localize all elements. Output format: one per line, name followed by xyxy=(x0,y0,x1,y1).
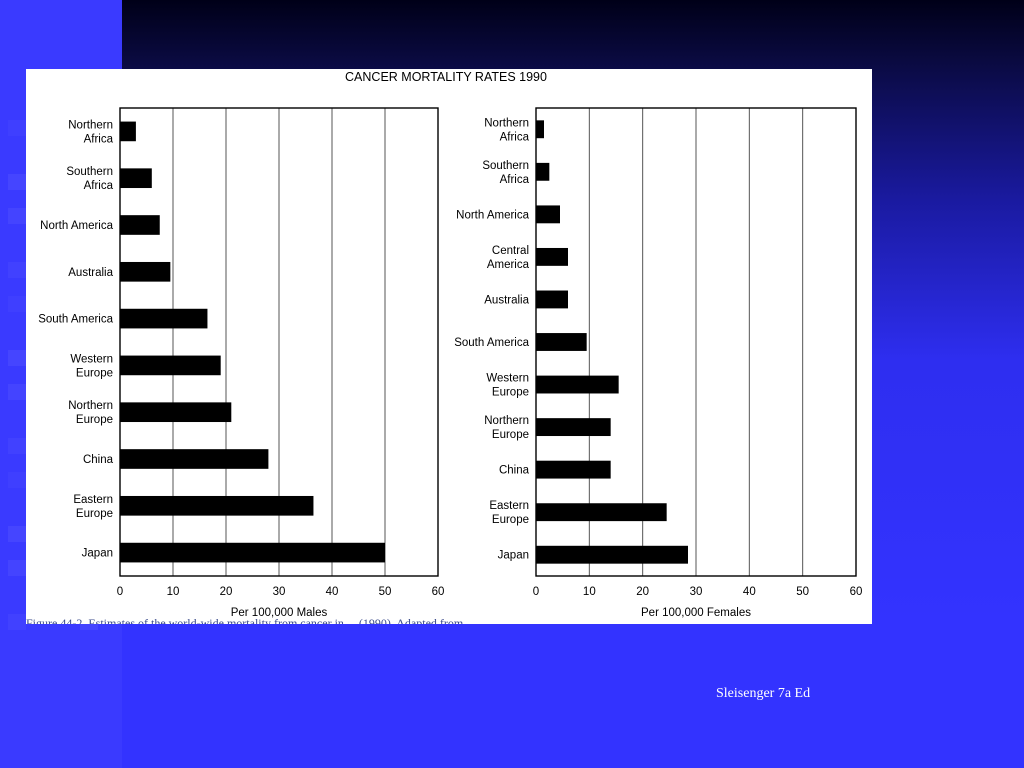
category-label: Northern Africa xyxy=(68,119,113,145)
decor-square xyxy=(8,262,26,278)
category-label: Australia xyxy=(484,294,529,306)
bar xyxy=(120,402,232,423)
bar xyxy=(536,120,544,139)
tick-label: 10 xyxy=(167,586,180,598)
category-label: Central America xyxy=(487,245,530,271)
bar xyxy=(536,545,688,564)
tick-label: 20 xyxy=(636,586,649,598)
bar xyxy=(536,247,568,266)
category-label: North America xyxy=(40,220,113,232)
category-label: Japan xyxy=(498,550,529,562)
bar xyxy=(536,162,550,181)
tick-label: 50 xyxy=(379,586,392,598)
decor-square xyxy=(8,384,26,400)
category-label: North America xyxy=(456,209,529,221)
category-label: Australia xyxy=(68,267,113,279)
category-label: Western Europe xyxy=(486,373,529,399)
category-label: Southern Africa xyxy=(66,166,113,192)
category-label: China xyxy=(499,465,530,477)
decor-square xyxy=(8,174,26,190)
figure-panel: CANCER MORTALITY RATES 1990 Northern Afri… xyxy=(26,69,872,624)
decor-square xyxy=(8,296,26,312)
tick-label: 30 xyxy=(690,586,703,598)
tick-label: 0 xyxy=(533,586,539,598)
bar xyxy=(120,449,269,469)
bar xyxy=(120,355,221,376)
bar xyxy=(536,290,568,309)
category-label: Eastern Europe xyxy=(489,500,529,526)
decor-square xyxy=(8,560,26,576)
x-axis-label-females: Per 100,000 Females xyxy=(641,607,751,619)
bar xyxy=(536,503,667,522)
chart-title: CANCER MORTALITY RATES 1990 xyxy=(345,70,547,84)
plot-frame-males xyxy=(119,107,439,577)
category-label: Northern Europe xyxy=(484,415,529,441)
category-label: Western Europe xyxy=(70,353,113,379)
slide-credit: Sleisenger 7a Ed xyxy=(716,686,811,701)
bar xyxy=(120,542,385,563)
decor-square xyxy=(8,208,26,224)
tick-label: 10 xyxy=(583,586,596,598)
tick-label: 40 xyxy=(743,586,756,598)
bar xyxy=(536,418,611,437)
figure-caption-partial: Figure 44-2. Estimates of the world-wide… xyxy=(26,617,476,624)
category-label: Northern Europe xyxy=(68,400,113,426)
category-label: Southern Africa xyxy=(482,160,529,186)
bar xyxy=(120,308,208,329)
category-label: Eastern Europe xyxy=(73,494,113,520)
bar xyxy=(120,121,136,142)
decor-square xyxy=(8,472,26,488)
bar xyxy=(536,205,560,224)
bar xyxy=(536,460,611,479)
decor-square xyxy=(8,614,26,630)
category-label: China xyxy=(83,454,114,466)
tick-label: 60 xyxy=(850,586,863,598)
tick-label: 20 xyxy=(220,586,233,598)
bar xyxy=(120,261,171,282)
bar xyxy=(120,495,314,516)
decor-square xyxy=(8,438,26,454)
decor-square xyxy=(8,120,26,136)
chart-svg: CANCER MORTALITY RATES 1990 Northern Afri… xyxy=(38,70,863,619)
category-label: Japan xyxy=(82,548,113,560)
x-axis-label-males: Per 100,000 Males xyxy=(231,607,328,619)
bar xyxy=(536,333,587,351)
tick-label: 60 xyxy=(432,586,445,598)
tick-label: 30 xyxy=(273,586,286,598)
tick-label: 0 xyxy=(117,586,123,598)
bar xyxy=(536,375,619,394)
decor-square xyxy=(8,350,26,366)
category-label: South America xyxy=(454,337,529,349)
bar xyxy=(120,168,152,189)
category-label: South America xyxy=(38,314,113,326)
tick-label: 40 xyxy=(326,586,339,598)
bar xyxy=(120,215,160,235)
decor-square xyxy=(8,526,26,542)
category-label: Northern Africa xyxy=(484,117,529,143)
tick-label: 50 xyxy=(796,586,809,598)
